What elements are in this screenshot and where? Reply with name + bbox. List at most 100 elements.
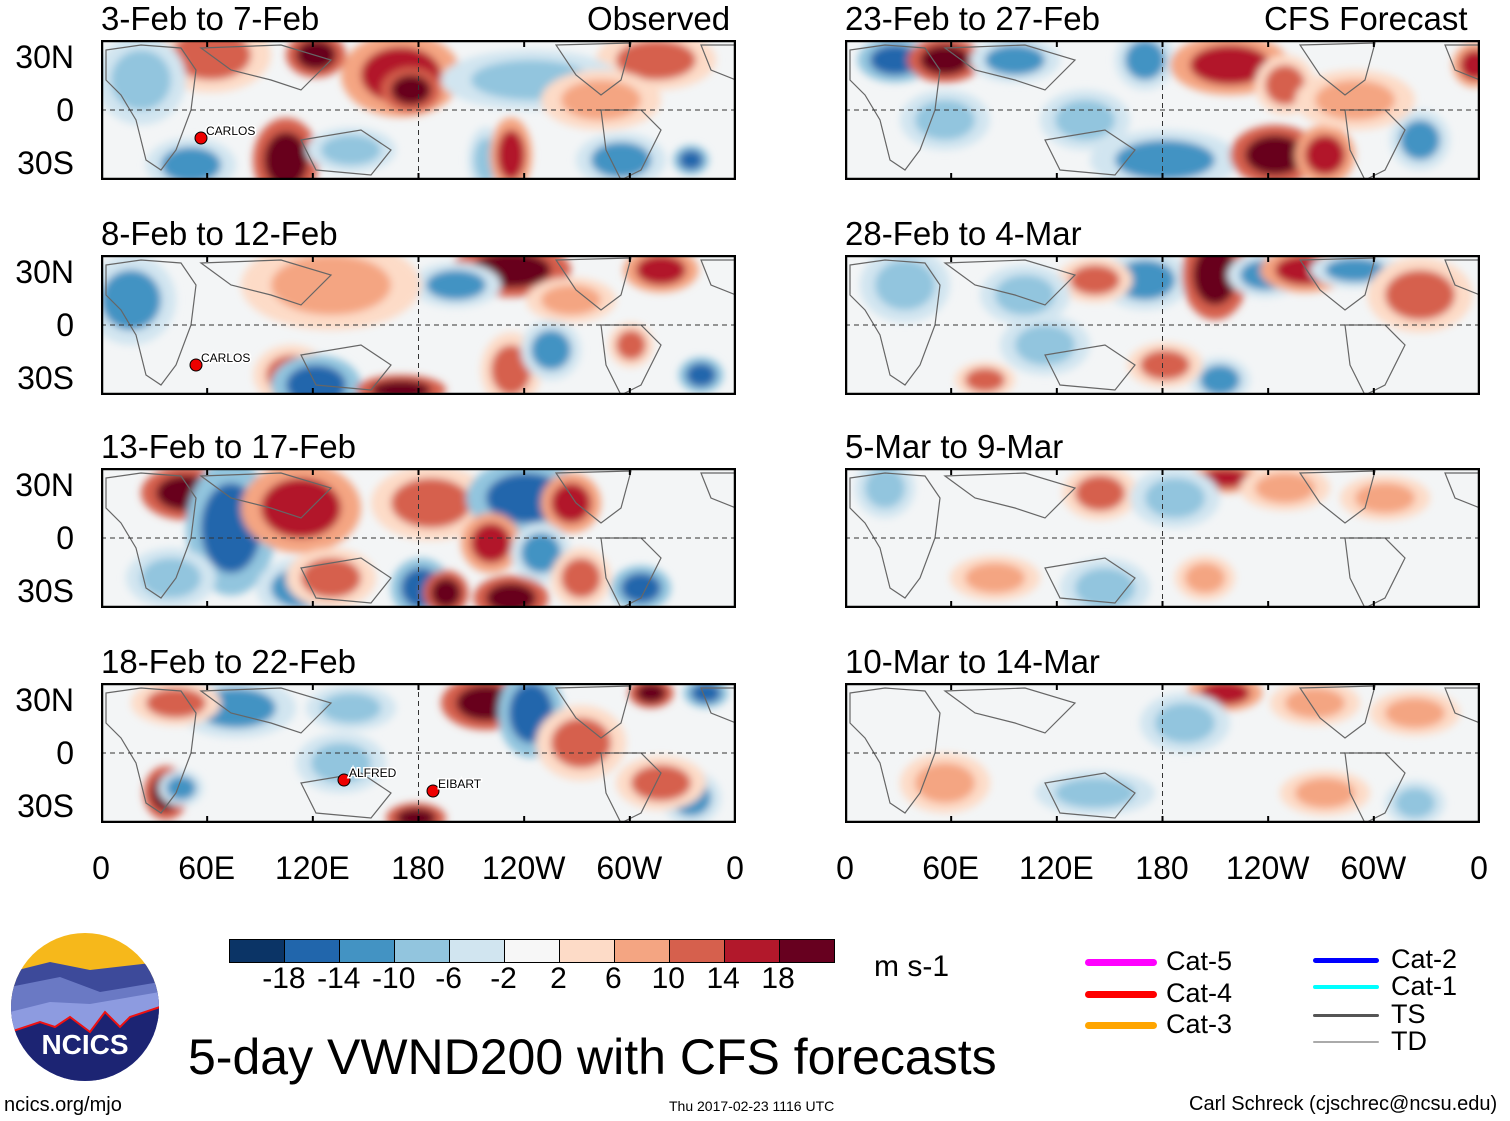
legend-label: Cat-5	[1166, 946, 1233, 976]
longitude-label: 120W	[481, 850, 566, 886]
map-panel	[845, 468, 1480, 608]
anomaly-contour	[1245, 135, 1305, 175]
storm-name-label: CARLOS	[201, 351, 250, 365]
colorbar-tick-label: -14	[317, 962, 361, 995]
longitude-label: 120E	[1018, 850, 1094, 886]
anomaly-contour	[1115, 260, 1175, 300]
panel-date-range-title: 8-Feb to 12-Feb	[101, 215, 338, 252]
longitude-label: 180	[1135, 850, 1189, 886]
latitude-label: 30N	[15, 39, 74, 75]
colorbar-swatch	[504, 940, 559, 962]
vwnd-anomaly-map: CARLOS	[101, 255, 736, 395]
anomaly-contour	[1385, 698, 1445, 728]
legend-label: Cat-1	[1391, 971, 1458, 1001]
anomaly-contour	[915, 763, 975, 803]
latitude-label: 0	[56, 307, 74, 343]
latitude-label: 30N	[15, 254, 74, 290]
anomaly-contour	[1265, 65, 1305, 105]
logo-text: NCICS	[41, 1029, 128, 1060]
storm-name-label: ALFRED	[349, 766, 397, 780]
coastline	[849, 470, 1480, 608]
panel-date-range-title: 3-Feb to 7-Feb	[101, 0, 320, 37]
anomaly-contour	[1200, 365, 1240, 395]
anomaly-contour	[497, 130, 525, 180]
anomaly-contour	[1055, 100, 1115, 140]
map-panel: CARLOS	[101, 255, 736, 395]
longitude-label: 180	[391, 850, 445, 886]
panel-date-range-title: 18-Feb to 22-Feb	[101, 643, 356, 680]
storm-symbol-icon	[337, 773, 351, 787]
colorbar-swatch	[449, 940, 504, 962]
legend-label: Cat-2	[1391, 944, 1458, 974]
anomaly-contour	[1070, 265, 1120, 295]
longitude-label: 120E	[274, 850, 350, 886]
colorbar-swatch	[669, 940, 724, 962]
website-link[interactable]: ncics.org/mjo	[4, 1094, 122, 1116]
longitude-label: 60E	[178, 850, 236, 886]
vwnd-anomaly-map	[845, 255, 1480, 395]
storm-symbol-icon	[189, 358, 203, 372]
latitude-label: 30S	[17, 788, 74, 824]
anomaly-contour	[616, 40, 696, 80]
legend-line-swatch	[1313, 1013, 1379, 1017]
storm-name-label: CARLOS	[206, 124, 255, 138]
colorbar-tick-label: 2	[550, 962, 567, 995]
latitude-label: 30S	[17, 360, 74, 396]
anomaly-contour	[431, 578, 461, 608]
observed-label: Observed	[587, 0, 731, 37]
anomaly-contour	[261, 478, 341, 538]
anomaly-contour	[1395, 788, 1435, 818]
legend-label: Cat-4	[1166, 978, 1233, 1008]
latitude-label: 0	[56, 92, 74, 128]
anomaly-contour	[531, 330, 571, 370]
anomaly-contour	[995, 275, 1055, 315]
anomaly-contour	[301, 558, 361, 598]
anomaly-contour	[141, 558, 201, 598]
anomaly-contour	[551, 483, 591, 523]
colorbar-swatch	[779, 940, 834, 962]
anomaly-contour	[985, 45, 1045, 75]
coastline	[105, 470, 736, 608]
panel-date-range-title: 13-Feb to 17-Feb	[101, 428, 356, 465]
colorbar-swatch	[339, 940, 394, 962]
anomaly-contour	[1305, 135, 1345, 175]
legend-label: TD	[1391, 1026, 1427, 1056]
coastline	[105, 257, 736, 395]
anomaly-contour	[686, 363, 716, 387]
ncics-logo: NCICS	[10, 932, 160, 1082]
colorbar-tick-label: 18	[761, 962, 795, 995]
anomaly-contour	[1075, 568, 1135, 608]
longitude-label: 60W	[596, 850, 663, 886]
panel-date-range-title: 28-Feb to 4-Mar	[845, 215, 1082, 252]
longitude-label: 0	[836, 850, 854, 886]
map-panel	[845, 255, 1480, 395]
longitude-label: 60W	[1340, 850, 1407, 886]
author-credit: Carl Schreck (cjschrec@ncsu.edu)	[1189, 1093, 1498, 1115]
anomaly-contour	[631, 765, 691, 801]
vwnd-anomaly-map	[845, 40, 1480, 180]
anomaly-contour	[616, 330, 646, 360]
anomaly-contour	[870, 45, 920, 75]
anomaly-contour	[875, 260, 935, 310]
anomaly-contour	[1155, 703, 1215, 743]
anomaly-contour	[161, 147, 221, 180]
storm-symbol-icon	[426, 784, 440, 798]
vwnd-anomaly-map	[845, 683, 1480, 823]
anomaly-contour	[965, 368, 1005, 392]
anomaly-contour	[1075, 475, 1125, 511]
anomaly-contour	[321, 135, 381, 165]
anomaly-contour	[111, 50, 171, 110]
legend-line-swatch	[1085, 990, 1157, 998]
anomaly-contour	[621, 573, 661, 603]
anomaly-contour	[1125, 40, 1165, 80]
legend-label: Cat-3	[1166, 1009, 1233, 1039]
colorbar-swatch	[614, 940, 669, 962]
anomaly-contour	[101, 270, 161, 330]
vwnd-anomaly-map: CARLOS	[101, 40, 736, 180]
anomaly-contour	[1315, 80, 1395, 120]
colorbar-units: m s-1	[874, 950, 949, 983]
timestamp: Thu 2017-02-23 1116 UTC	[669, 1098, 835, 1114]
colorbar-tick-label: 6	[605, 962, 622, 995]
colorbar-tick-label: -18	[262, 962, 306, 995]
latitude-label: 30S	[17, 145, 74, 181]
